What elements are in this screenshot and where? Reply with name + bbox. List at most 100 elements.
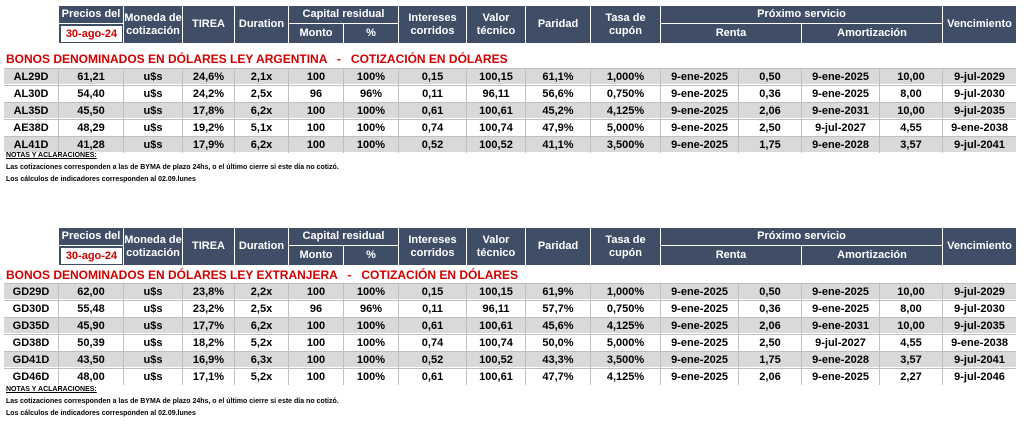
notes-title: NOTAS Y ACLARACIONES: bbox=[6, 152, 97, 159]
amort-date-cell: 9-ene-2028 bbox=[802, 137, 880, 153]
monto-cell: 100 bbox=[289, 137, 344, 153]
renta-date-cell: 9-ene-2025 bbox=[661, 318, 739, 334]
table-row: GD35D 45,90 u$s 17,7% 6,2x 100 100% 0,61 100,61 4… bbox=[4, 317, 1016, 334]
renta-header: Renta bbox=[661, 246, 802, 265]
amort-amount-cell: 2,27 bbox=[880, 369, 943, 385]
valor-tecnico-cell: 100,15 bbox=[467, 284, 526, 300]
table-row: AL29D 61,21 u$s 24,6% 2,1x 100 100% 0,15 100,15 6… bbox=[4, 68, 1016, 85]
currency-cell: u$s bbox=[124, 120, 183, 136]
tasa-cupon-header: Tasa de cupón bbox=[591, 228, 661, 265]
pct-cell: 96% bbox=[344, 301, 399, 317]
valor-tecnico-cell: 100,61 bbox=[467, 318, 526, 334]
proximo-servicio-header: Próximo servicio bbox=[661, 6, 943, 24]
currency-cell: u$s bbox=[124, 369, 183, 385]
precios-del-label: Precios del bbox=[59, 6, 124, 24]
pct-cell: 100% bbox=[344, 369, 399, 385]
vencimiento-cell: 9-jul-2029 bbox=[954, 71, 1005, 83]
amortizacion-header: Amortización bbox=[802, 24, 943, 43]
pct-header: % bbox=[344, 24, 399, 43]
tasa-cupon-cell: 0,750% bbox=[591, 301, 661, 317]
paridad-cell: 47,7% bbox=[526, 369, 591, 385]
intereses-header: Intereses corridos bbox=[399, 6, 467, 43]
intereses-cell: 0,61 bbox=[399, 369, 467, 385]
ticker-cell: GD29D bbox=[4, 284, 59, 300]
valor-tecnico-cell: 100,74 bbox=[467, 120, 526, 136]
duration-cell: 2,2x bbox=[235, 284, 289, 300]
duration-cell: 5,2x bbox=[235, 369, 289, 385]
renta-date-cell: 9-ene-2025 bbox=[661, 69, 739, 85]
valor-tecnico-cell: 96,11 bbox=[467, 86, 526, 102]
renta-amount-cell: 1,75 bbox=[739, 352, 802, 368]
duration-cell: 2,5x bbox=[235, 86, 289, 102]
pct-cell: 100% bbox=[344, 284, 399, 300]
pct-cell: 96% bbox=[344, 86, 399, 102]
ticker-cell: AL29D bbox=[4, 69, 59, 85]
ticker-cell: GD38D bbox=[4, 335, 59, 351]
pct-cell: 100% bbox=[344, 103, 399, 119]
pct-cell: 100% bbox=[344, 137, 399, 153]
table-row: AL41D 41,28 u$s 17,9% 6,2x 100 100% 0,52 100,52 4… bbox=[4, 136, 1016, 153]
price-cell: 61,21 bbox=[59, 69, 124, 85]
amort-amount-cell: 10,00 bbox=[880, 284, 943, 300]
intereses-cell: 0,61 bbox=[399, 103, 467, 119]
section-title: BONOS DENOMINADOS EN DÓLARES LEY EXTRANJ… bbox=[6, 268, 519, 282]
renta-date-cell: 9-ene-2025 bbox=[661, 103, 739, 119]
paridad-cell: 50,0% bbox=[526, 335, 591, 351]
tasa-cupon-cell: 3,500% bbox=[591, 352, 661, 368]
vencimiento-cell: 9-jul-2030 bbox=[954, 303, 1005, 315]
intereses-cell: 0,11 bbox=[399, 301, 467, 317]
amort-amount-cell: 8,00 bbox=[880, 301, 943, 317]
tasa-cupon-cell: 3,500% bbox=[591, 137, 661, 153]
renta-date-cell: 9-ene-2025 bbox=[661, 86, 739, 102]
tirea-cell: 16,9% bbox=[183, 352, 235, 368]
duration-cell: 5,2x bbox=[235, 335, 289, 351]
renta-amount-cell: 2,06 bbox=[739, 318, 802, 334]
notes: NOTAS Y ACLARACIONES: Las cotizaciones c… bbox=[6, 150, 339, 186]
monto-header: Monto bbox=[289, 24, 344, 43]
paridad-header: Paridad bbox=[526, 6, 591, 43]
tirea-cell: 23,2% bbox=[183, 301, 235, 317]
ticker-cell: GD41D bbox=[4, 352, 59, 368]
table-row: AL35D 45,50 u$s 17,8% 6,2x 100 100% 0,61 100,61 4… bbox=[4, 102, 1016, 119]
amortizacion-header: Amortización bbox=[802, 246, 943, 265]
renta-amount-cell: 2,50 bbox=[739, 335, 802, 351]
tasa-cupon-cell: 1,000% bbox=[591, 69, 661, 85]
renta-header: Renta bbox=[661, 24, 802, 43]
ticker-cell: GD35D bbox=[4, 318, 59, 334]
paridad-header: Paridad bbox=[526, 228, 591, 265]
table-row: GD29D 62,00 u$s 23,8% 2,2x 100 100% 0,15 100,15 6… bbox=[4, 283, 1016, 300]
ticker-cell: GD46D bbox=[4, 369, 59, 385]
tasa-cupon-cell: 0,750% bbox=[591, 86, 661, 102]
tasa-cupon-cell: 1,000% bbox=[591, 284, 661, 300]
price-cell: 48,29 bbox=[59, 120, 124, 136]
duration-cell: 5,1x bbox=[235, 120, 289, 136]
tasa-cupon-cell: 4,125% bbox=[591, 369, 661, 385]
vencimiento-cell: 9-jul-2035 bbox=[954, 105, 1005, 117]
valor-tecnico-header: Valor técnico bbox=[467, 6, 526, 43]
renta-amount-cell: 2,06 bbox=[739, 369, 802, 385]
paridad-cell: 45,6% bbox=[526, 318, 591, 334]
table-row: AE38D 48,29 u$s 19,2% 5,1x 100 100% 0,74 100,74 4… bbox=[4, 119, 1016, 136]
ticker-cell: AL41D bbox=[4, 137, 59, 153]
pct-header: % bbox=[344, 246, 399, 265]
valor-tecnico-cell: 100,61 bbox=[467, 369, 526, 385]
renta-date-cell: 9-ene-2025 bbox=[661, 369, 739, 385]
note-text: Los cálculos de indicadores corresponden… bbox=[6, 410, 196, 417]
ticker-cell: AL30D bbox=[4, 86, 59, 102]
amort-amount-cell: 3,57 bbox=[880, 137, 943, 153]
price-cell: 45,90 bbox=[59, 318, 124, 334]
valor-tecnico-cell: 96,11 bbox=[467, 301, 526, 317]
duration-cell: 6,2x bbox=[235, 103, 289, 119]
paridad-cell: 57,7% bbox=[526, 301, 591, 317]
amort-date-cell: 9-ene-2031 bbox=[802, 318, 880, 334]
paridad-cell: 41,1% bbox=[526, 137, 591, 153]
tirea-cell: 24,2% bbox=[183, 86, 235, 102]
currency-cell: u$s bbox=[124, 352, 183, 368]
vencimiento-header: Vencimiento bbox=[943, 228, 1016, 265]
tirea-cell: 17,8% bbox=[183, 103, 235, 119]
renta-amount-cell: 1,75 bbox=[739, 137, 802, 153]
vencimiento-cell: 9-ene-2038 bbox=[951, 337, 1008, 349]
intereses-cell: 0,74 bbox=[399, 335, 467, 351]
tirea-cell: 17,1% bbox=[183, 369, 235, 385]
renta-amount-cell: 2,50 bbox=[739, 120, 802, 136]
